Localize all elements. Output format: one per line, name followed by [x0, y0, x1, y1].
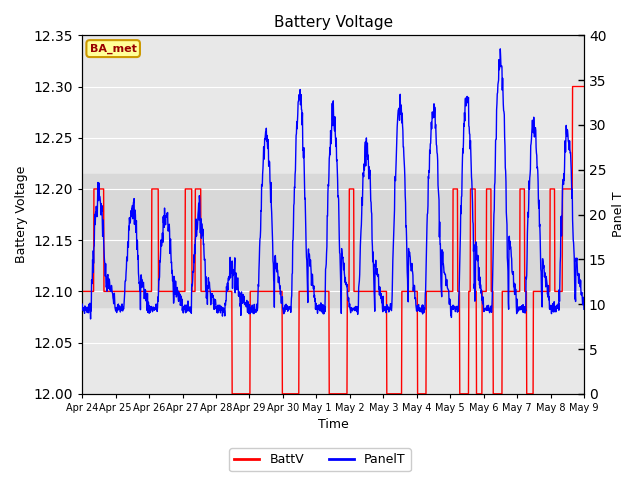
Title: Battery Voltage: Battery Voltage: [273, 15, 393, 30]
Y-axis label: Panel T: Panel T: [612, 192, 625, 238]
Legend: BattV, PanelT: BattV, PanelT: [229, 448, 411, 471]
Text: BA_met: BA_met: [90, 44, 136, 54]
Bar: [82, 174, 584, 307]
Y-axis label: Battery Voltage: Battery Voltage: [15, 166, 28, 263]
X-axis label: Time: Time: [317, 419, 348, 432]
